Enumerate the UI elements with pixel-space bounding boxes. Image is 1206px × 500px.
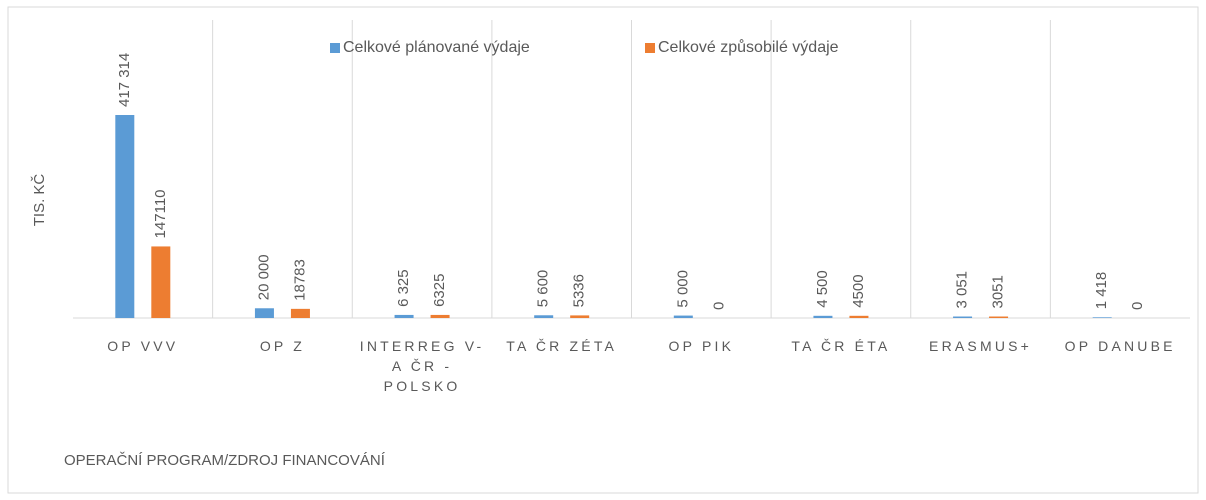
bar bbox=[394, 314, 414, 318]
data-label: 5 000 bbox=[674, 270, 691, 308]
data-label: 5 600 bbox=[535, 270, 552, 308]
bar bbox=[849, 315, 869, 318]
data-label: 0 bbox=[710, 302, 727, 310]
bar bbox=[673, 315, 693, 318]
bar bbox=[290, 308, 310, 318]
x-tick-label: OP VVV bbox=[107, 338, 179, 354]
chart-border bbox=[7, 6, 1199, 494]
x-tick-label: INTERREG V-A ČR - POLSKO bbox=[359, 338, 485, 394]
bar bbox=[1092, 317, 1112, 318]
data-label: 3 051 bbox=[954, 271, 971, 309]
bar bbox=[953, 316, 973, 318]
x-tick-label: TA ČR ZÉTA bbox=[506, 338, 618, 354]
bar bbox=[989, 316, 1009, 318]
legend-label: Celkové způsobilé výdaje bbox=[658, 38, 839, 56]
bar bbox=[534, 315, 554, 318]
data-label: 417 314 bbox=[116, 53, 133, 107]
x-tick-label: OP PIK bbox=[668, 338, 735, 354]
x-axis-title: OPERAČNÍ PROGRAM/ZDROJ FINANCOVÁNÍ bbox=[64, 452, 386, 469]
data-label: 4 500 bbox=[814, 270, 831, 308]
y-axis-title: TIS. KČ bbox=[31, 174, 48, 227]
legend-label: Celkové plánované výdaje bbox=[343, 39, 530, 56]
data-label: 0 bbox=[1129, 302, 1146, 310]
data-label: 6325 bbox=[431, 274, 448, 307]
x-tick-label: ERASMUS+ bbox=[929, 338, 1033, 354]
data-label: 4500 bbox=[850, 274, 867, 307]
x-tick-label: OP DANUBE bbox=[1064, 338, 1176, 354]
x-tick-label: TA ČR ÉTA bbox=[791, 338, 891, 354]
data-label: 20 000 bbox=[255, 254, 272, 300]
bar bbox=[813, 315, 833, 318]
bar bbox=[115, 115, 135, 318]
bar bbox=[430, 314, 450, 318]
x-tick-label: OP Z bbox=[259, 338, 306, 354]
data-label: 6 325 bbox=[395, 269, 412, 307]
legend-swatch bbox=[645, 43, 655, 53]
bar bbox=[151, 246, 171, 318]
data-label: 18783 bbox=[291, 259, 308, 301]
legend-swatch bbox=[330, 43, 340, 53]
bar bbox=[570, 315, 590, 318]
data-label: 147110 bbox=[152, 189, 169, 238]
bar bbox=[254, 308, 274, 318]
data-label: 1 418 bbox=[1093, 272, 1110, 310]
data-label: 5336 bbox=[571, 274, 588, 307]
data-label: 3051 bbox=[990, 275, 1007, 308]
